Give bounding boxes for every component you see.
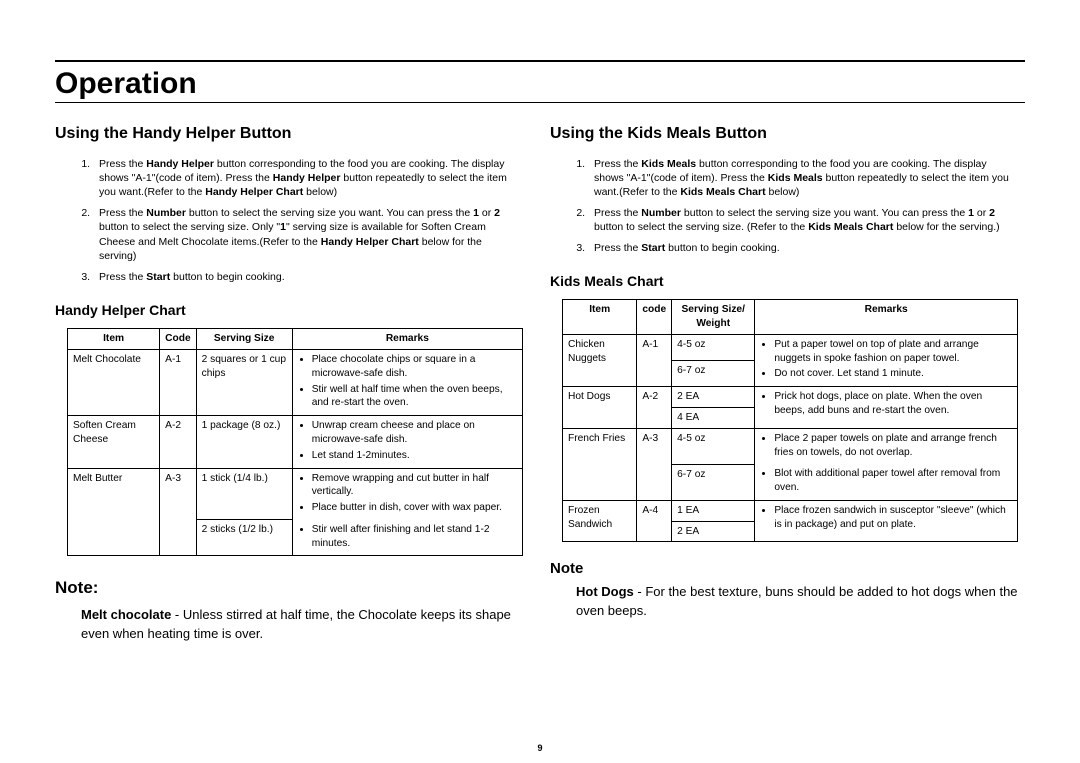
cell-size: 4 EA — [672, 408, 755, 429]
note-heading: Note — [550, 560, 1025, 577]
cell-item: Frozen Sandwich — [563, 500, 637, 542]
step-item: Press the Start button to begin cooking. — [93, 270, 522, 284]
remark-item: Place 2 paper towels on plate and arrang… — [774, 432, 1012, 460]
cell-size: 2 sticks (1/2 lb.) — [196, 520, 292, 556]
table-row: Soften Cream Cheese A-2 1 package (8 oz.… — [68, 416, 523, 468]
top-rule — [55, 60, 1025, 62]
table-row: Melt Chocolate A-1 2 squares or 1 cup ch… — [68, 350, 523, 416]
table-row: Frozen Sandwich A-4 1 EA Place frozen sa… — [563, 500, 1018, 521]
cell-code: A-1 — [637, 334, 672, 386]
cell-size: 4-5 oz — [672, 428, 755, 464]
cell-size: 1 package (8 oz.) — [196, 416, 292, 468]
note-heading: Note: — [55, 578, 530, 598]
kids-meals-steps: Press the Kids Meals button correspondin… — [570, 157, 1025, 256]
remark-item: Place chocolate chips or square in a mic… — [312, 353, 517, 381]
cell-size: 2 EA — [672, 521, 755, 542]
col-code: Code — [160, 329, 196, 350]
remark-item: Blot with additional paper towel after r… — [774, 467, 1012, 495]
step-item: Press the Number button to select the se… — [93, 206, 522, 264]
cell-remarks: Place 2 paper towels on plate and arrang… — [755, 428, 1018, 464]
cell-remarks: Remove wrapping and cut butter in half v… — [292, 468, 522, 520]
table-row: Melt Butter A-3 1 stick (1/4 lb.) Remove… — [68, 468, 523, 520]
cell-remarks: Put a paper towel on top of plate and ar… — [755, 334, 1018, 386]
page-number: 9 — [0, 743, 1080, 753]
remark-item: Do not cover. Let stand 1 minute. — [774, 367, 1012, 381]
handy-helper-chart-title: Handy Helper Chart — [55, 302, 530, 318]
col-remarks: Remarks — [292, 329, 522, 350]
cell-remarks: Prick hot dogs, place on plate. When the… — [755, 387, 1018, 429]
cell-code: A-2 — [160, 416, 196, 468]
col-item: Item — [68, 329, 160, 350]
note-body: Hot Dogs - For the best texture, buns sh… — [576, 583, 1025, 621]
cell-size: 6-7 oz — [672, 464, 755, 500]
note-body: Melt chocolate - Unless stirred at half … — [81, 606, 530, 644]
cell-code: A-4 — [637, 500, 672, 542]
cell-item: Chicken Nuggets — [563, 334, 637, 386]
kids-meals-chart: Item code Serving Size/ Weight Remarks C… — [562, 299, 1018, 542]
cell-code: A-3 — [637, 428, 672, 500]
cell-code: A-2 — [637, 387, 672, 429]
cell-size: 4-5 oz — [672, 334, 755, 360]
manual-page: Operation Using the Handy Helper Button … — [0, 0, 1080, 763]
table-row: French Fries A-3 4-5 oz Place 2 paper to… — [563, 428, 1018, 464]
kids-meals-chart-title: Kids Meals Chart — [550, 273, 1025, 289]
cell-code: A-3 — [160, 468, 196, 556]
cell-code: A-1 — [160, 350, 196, 416]
cell-remarks: Blot with additional paper towel after r… — [755, 464, 1018, 500]
left-column: Using the Handy Helper Button Press the … — [55, 119, 530, 645]
cell-remarks: Place chocolate chips or square in a mic… — [292, 350, 522, 416]
remark-item: Unwrap cream cheese and place on microwa… — [312, 419, 517, 447]
cell-item: Melt Chocolate — [68, 350, 160, 416]
cell-remarks: Unwrap cream cheese and place on microwa… — [292, 416, 522, 468]
col-size: Serving Size — [196, 329, 292, 350]
remark-item: Place butter in dish, cover with wax pap… — [312, 501, 517, 515]
cell-item: Soften Cream Cheese — [68, 416, 160, 468]
table-row: Chicken Nuggets A-1 4-5 oz Put a paper t… — [563, 334, 1018, 360]
col-code: code — [637, 300, 672, 335]
cell-size: 1 EA — [672, 500, 755, 521]
step-item: Press the Start button to begin cooking. — [588, 241, 1017, 255]
remark-item: Prick hot dogs, place on plate. When the… — [774, 390, 1012, 418]
cell-remarks: Stir well after finishing and let stand … — [292, 520, 522, 556]
step-item: Press the Handy Helper button correspond… — [93, 157, 522, 200]
handy-helper-chart: Item Code Serving Size Remarks Melt Choc… — [67, 328, 523, 556]
col-remarks: Remarks — [755, 300, 1018, 335]
cell-size: 6-7 oz — [672, 361, 755, 387]
cell-remarks: Place frozen sandwich in susceptor "slee… — [755, 500, 1018, 542]
remark-item: Remove wrapping and cut butter in half v… — [312, 472, 517, 500]
remark-item: Stir well after finishing and let stand … — [312, 523, 517, 551]
step-item: Press the Number button to select the se… — [588, 206, 1017, 235]
remark-item: Place frozen sandwich in susceptor "slee… — [774, 504, 1012, 532]
handy-helper-steps: Press the Handy Helper button correspond… — [75, 157, 530, 285]
remark-item: Stir well at half time when the oven bee… — [312, 383, 517, 411]
table-row: Hot Dogs A-2 2 EA Prick hot dogs, place … — [563, 387, 1018, 408]
remark-item: Let stand 1-2minutes. — [312, 449, 517, 463]
section-title: Operation — [55, 64, 1025, 100]
right-column: Using the Kids Meals Button Press the Ki… — [550, 119, 1025, 645]
handy-helper-title: Using the Handy Helper Button — [55, 125, 530, 143]
step-item: Press the Kids Meals button correspondin… — [588, 157, 1017, 200]
col-size: Serving Size/ Weight — [672, 300, 755, 335]
cell-item: Melt Butter — [68, 468, 160, 556]
cell-item: Hot Dogs — [563, 387, 637, 429]
col-item: Item — [563, 300, 637, 335]
cell-size: 2 squares or 1 cup chips — [196, 350, 292, 416]
kids-meals-title: Using the Kids Meals Button — [550, 125, 1025, 143]
two-column-layout: Using the Handy Helper Button Press the … — [55, 119, 1025, 645]
cell-size: 2 EA — [672, 387, 755, 408]
remark-item: Put a paper towel on top of plate and ar… — [774, 338, 1012, 366]
cell-item: French Fries — [563, 428, 637, 500]
sub-rule — [55, 102, 1025, 103]
cell-size: 1 stick (1/4 lb.) — [196, 468, 292, 520]
